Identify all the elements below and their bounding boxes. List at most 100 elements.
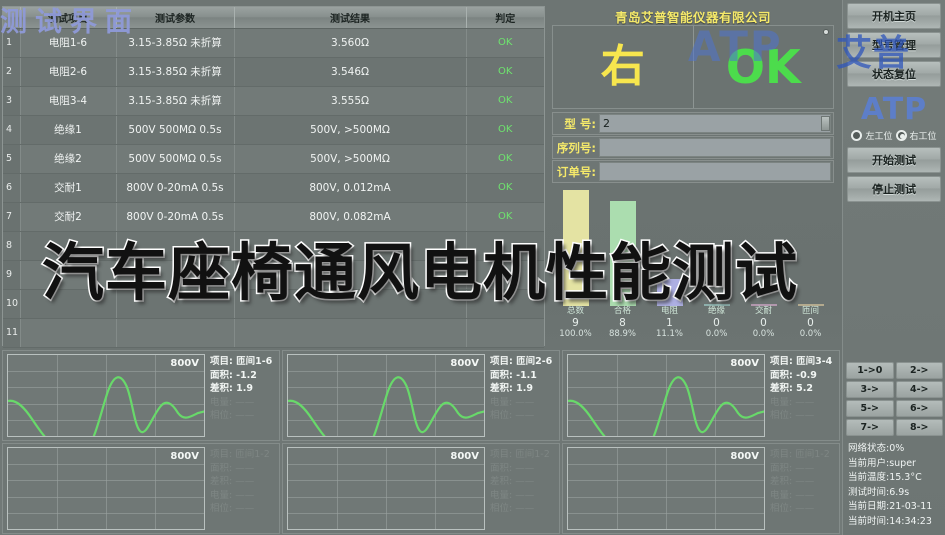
channel-button-3[interactable]: 3-> [846, 381, 894, 398]
grid-line-vertical [617, 448, 618, 529]
waveform-plot[interactable]: 800V [567, 447, 765, 530]
radio-right-station-label[interactable]: 右工位 [909, 132, 937, 142]
bar-绝缘 [703, 304, 730, 306]
waveform-phase-label: 相位: [210, 503, 233, 514]
grid-line-horizontal [568, 403, 764, 405]
waveform-charge-row: 电量: —— [210, 396, 279, 410]
cell-param [116, 231, 235, 261]
sidebar-button-reset[interactable]: 状态复位 [847, 61, 941, 87]
waveform-item-label: 项目: [770, 356, 793, 367]
order-input[interactable] [599, 162, 831, 181]
waveform-item-value: 匝间2-6 [512, 356, 553, 367]
waveform-cell[interactable]: 800V 项目: 匝间1-6 面积: -1.2 差积: 1.9 电量: —— 相位: —— [2, 350, 280, 441]
cell-judge: OK [466, 86, 544, 116]
order-label: 订单号: [556, 164, 596, 179]
waveform-area-label: 面积: [770, 369, 793, 381]
cell-judge [466, 289, 544, 319]
waveform-plot[interactable]: 800V [567, 354, 765, 437]
cell-judge: OK [466, 202, 544, 232]
waveform-plot[interactable]: 800V [287, 354, 485, 437]
waveform-charge-value: —— [232, 489, 255, 501]
waveform-diff-label: 差积: [770, 383, 793, 394]
model-input[interactable]: 2 [599, 114, 831, 133]
waveform-diff-label: 差积: [490, 383, 513, 394]
waveform-item-row: 项目: 匝间2-6 [490, 355, 559, 369]
test-results-table: 测试项目 测试参数 测试结果 判定 1 电阻1-6 3.15-3.85Ω 未折算 3.… [3, 7, 544, 348]
table-row[interactable]: 9 [3, 260, 544, 290]
column-header-item: 测试项目 [20, 7, 117, 29]
cell-item [20, 318, 117, 348]
center-panel: 青岛艾普智能仪器有限公司 右 OK 型 号: 2 序列号: 订单号: 总数 9 10… [548, 2, 838, 346]
cell-result: 3.546Ω [234, 57, 467, 87]
cell-result: 3.560Ω [234, 28, 467, 58]
channel-button-1[interactable]: 1->0 [846, 362, 894, 379]
table-row[interactable]: 1 电阻1-6 3.15-3.85Ω 未折算 3.560Ω OK [3, 28, 544, 58]
cell-result: 500V, >500MΩ [234, 115, 467, 145]
cell-item: 电阻2-6 [20, 57, 117, 87]
table-row[interactable]: 7 交耐2 800V 0-20mA 0.5s 800V, 0.082mA OK [3, 202, 544, 232]
overlay-ui-caption: 测试界面 [0, 7, 140, 38]
table-row[interactable]: 3 电阻3-4 3.15-3.85Ω 未折算 3.555Ω OK [3, 86, 544, 116]
radio-left-station-label[interactable]: 左工位 [865, 132, 893, 142]
cell-result [234, 260, 467, 290]
waveform-phase-row: 相位: —— [210, 409, 279, 423]
table-row[interactable]: 2 电阻2-6 3.15-3.85Ω 未折算 3.546Ω OK [3, 57, 544, 87]
cell-result [234, 231, 467, 261]
sidebar-button-home[interactable]: 开机主页 [847, 3, 941, 29]
waveform-charge-label: 电量: [210, 489, 233, 501]
table-row[interactable]: 11 [3, 318, 544, 348]
waveform-area-value: -1.1 [512, 369, 537, 381]
status-line: 当前用户:super [848, 457, 916, 469]
radio-right-station-icon[interactable] [895, 130, 907, 141]
waveform-diff-value: 1.9 [512, 383, 533, 394]
waveform-cell[interactable]: 800V 项目: 匝间3-4 面积: -0.9 差积: 5.2 电量: —— 相位: —— [562, 350, 840, 441]
waveform-area-row: 面积: -0.9 [770, 369, 839, 383]
waveform-charge-value: —— [792, 396, 815, 408]
waveform-cell[interactable]: 800V 项目: 匝间1-2 面积: —— 差积: —— 电量: —— 相位: —— [282, 443, 560, 534]
bar-label-group: 交耐 0 0.0% [740, 306, 787, 340]
cell-result: 500V, >500MΩ [234, 144, 467, 174]
channel-button-4[interactable]: 4-> [895, 381, 943, 398]
waveform-item-row: 项目: 匝间3-4 [770, 355, 839, 369]
table-row[interactable]: 10 [3, 289, 544, 319]
table-row[interactable]: 5 绝缘2 500V 500MΩ 0.5s 500V, >500MΩ OK [3, 144, 544, 174]
waveform-phase-value: —— [232, 410, 255, 421]
waveform-plot[interactable]: 800V [287, 447, 485, 530]
bar-label-group: 匝间 0 0.0% [787, 306, 834, 340]
result-value: OK [725, 40, 801, 94]
waveform-item-label: 项目: [210, 449, 233, 460]
sidebar-button-stop-test[interactable]: 停止测试 [847, 176, 941, 202]
waveform-charge-value: —— [792, 489, 815, 501]
waveform-phase-label: 相位: [210, 410, 233, 421]
grid-line-horizontal [8, 371, 204, 373]
channel-button-8[interactable]: 8-> [895, 419, 943, 436]
radio-left-station-icon[interactable] [851, 130, 863, 141]
waveform-cell[interactable]: 800V 项目: 匝间2-6 面积: -1.1 差积: 1.9 电量: —— 相位: —— [282, 350, 560, 441]
grid-line-horizontal [8, 464, 204, 466]
waveform-cell[interactable]: 800V 项目: 匝间1-2 面积: —— 差积: —— 电量: —— 相位: —— [562, 443, 840, 534]
sidebar-button-model-mgmt[interactable]: 型号管理 [847, 32, 941, 58]
serial-input[interactable] [599, 138, 831, 157]
channel-button-5[interactable]: 5-> [846, 400, 894, 417]
waveform-cell[interactable]: 800V 项目: 匝间1-2 面积: —— 差积: —— 电量: —— 相位: —— [2, 443, 280, 534]
channel-button-7[interactable]: 7-> [846, 419, 894, 436]
sidebar-button-start-test[interactable]: 开始测试 [847, 147, 941, 173]
cell-judge [466, 231, 544, 261]
bar-column [693, 188, 740, 306]
cell-item [20, 289, 117, 319]
bar-percent-label: 100.0% [559, 329, 592, 339]
right-sidebar: 开机主页 型号管理 状态复位 ATP 左工位 右工位 开始测试 停止测试 1->… [842, 0, 945, 535]
table-row[interactable]: 4 绝缘1 500V 500MΩ 0.5s 500V, >500MΩ OK [3, 115, 544, 145]
model-dropdown-icon[interactable] [821, 116, 830, 131]
cell-param [116, 260, 235, 290]
waveform-plot[interactable]: 800V [7, 447, 205, 530]
waveform-phase-value: —— [792, 410, 815, 421]
bar-value-label: 1 [666, 317, 673, 329]
table-row[interactable]: 6 交耐1 800V 0-20mA 0.5s 800V, 0.012mA OK [3, 173, 544, 203]
waveform-plot[interactable]: 800V [7, 354, 205, 437]
channel-button-2[interactable]: 2-> [895, 362, 943, 379]
channel-button-6[interactable]: 6-> [895, 400, 943, 417]
waveform-info: 项目: 匝间1-2 面积: —— 差积: —— 电量: —— 相位: —— [765, 444, 839, 533]
table-row[interactable]: 8 [3, 231, 544, 261]
statistics-labels: 总数 9 100.0% 合格 8 88.9% 电阻 1 11.1% 绝缘 0 0.0% 交耐 0 0.0% 匝… [552, 306, 834, 340]
